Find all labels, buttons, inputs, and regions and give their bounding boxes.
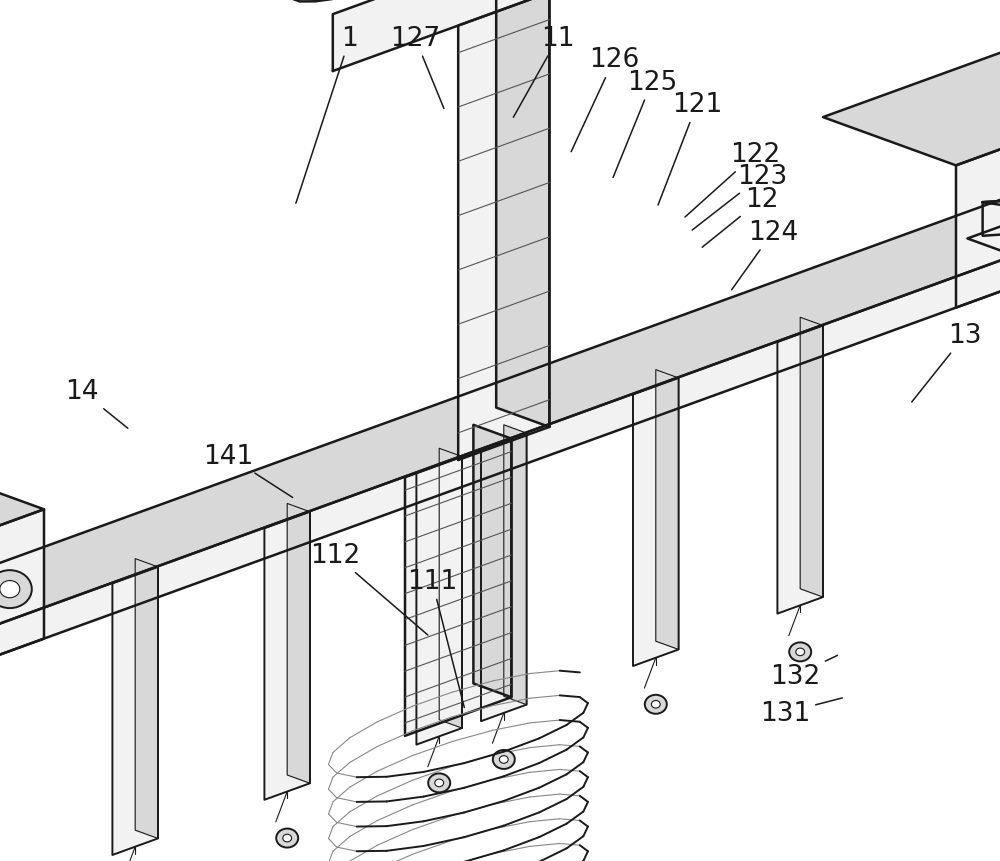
Circle shape (651, 701, 660, 709)
Polygon shape (0, 468, 44, 579)
Polygon shape (656, 370, 679, 650)
Text: 124: 124 (732, 220, 798, 290)
Text: 123: 123 (692, 164, 787, 231)
Text: 121: 121 (658, 92, 722, 206)
Text: 11: 11 (513, 26, 575, 118)
Polygon shape (473, 425, 511, 697)
Circle shape (276, 828, 298, 847)
Polygon shape (416, 457, 462, 745)
Polygon shape (439, 449, 462, 728)
Text: 14: 14 (65, 379, 128, 429)
Polygon shape (292, 0, 641, 3)
Polygon shape (967, 122, 1000, 311)
Polygon shape (823, 42, 1000, 166)
Polygon shape (405, 439, 511, 736)
Text: 131: 131 (760, 698, 842, 726)
Text: 125: 125 (613, 70, 677, 178)
Polygon shape (633, 379, 679, 666)
Text: 141: 141 (203, 443, 293, 498)
Text: 132: 132 (770, 655, 837, 689)
Polygon shape (800, 318, 823, 598)
Polygon shape (458, 0, 549, 461)
Circle shape (0, 571, 32, 609)
Polygon shape (956, 90, 1000, 308)
Text: 112: 112 (310, 542, 428, 635)
Circle shape (283, 834, 292, 842)
Circle shape (428, 773, 450, 792)
Text: 122: 122 (685, 142, 780, 218)
Polygon shape (0, 229, 1000, 687)
Polygon shape (496, 0, 549, 427)
Polygon shape (135, 559, 158, 839)
Polygon shape (287, 504, 310, 784)
Polygon shape (777, 326, 823, 614)
Polygon shape (333, 0, 675, 72)
Text: 13: 13 (912, 323, 982, 402)
Polygon shape (481, 434, 527, 722)
Circle shape (796, 648, 805, 656)
Circle shape (645, 695, 667, 714)
Text: 1: 1 (296, 26, 358, 204)
Polygon shape (504, 425, 527, 705)
Circle shape (0, 581, 20, 598)
Circle shape (499, 756, 508, 764)
Polygon shape (264, 512, 310, 800)
Polygon shape (0, 510, 44, 708)
Polygon shape (0, 199, 1000, 656)
Text: 111: 111 (407, 568, 464, 708)
Polygon shape (983, 184, 1000, 237)
Text: 127: 127 (390, 26, 444, 109)
Text: 126: 126 (571, 47, 639, 152)
Circle shape (789, 642, 811, 661)
Polygon shape (112, 567, 158, 855)
Text: 12: 12 (702, 187, 779, 248)
Polygon shape (983, 184, 1000, 222)
Circle shape (435, 779, 444, 787)
Circle shape (493, 750, 515, 769)
